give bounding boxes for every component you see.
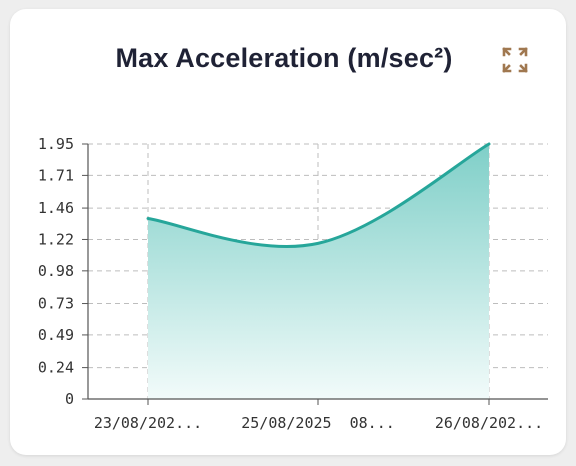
chart-title: Max Acceleration (m/sec²): [115, 43, 453, 73]
y-tick-label: 0.49: [38, 326, 74, 344]
y-tick-label: 0: [65, 390, 74, 408]
y-tick-label: 0.24: [38, 359, 74, 377]
series-line: [146, 142, 491, 248]
expand-icon[interactable]: [498, 43, 532, 77]
y-tick-label: 0.73: [38, 295, 74, 313]
x-axis-ticks: 23/08/202... 25/08/2025 08... 26/08/202...: [94, 399, 543, 432]
y-axis-ticks: 0 0.24 0.49 0.73 0.98 1.22 1.46 1.71 1.95: [38, 135, 88, 408]
y-tick-label: 1.71: [38, 166, 74, 184]
area-fill: [148, 144, 489, 399]
y-tick-label: 1.22: [38, 230, 74, 248]
x-tick-label: 26/08/202...: [435, 414, 543, 432]
y-tick-label: 0.98: [38, 262, 74, 280]
y-tick-label: 1.46: [38, 199, 74, 217]
y-tick-label: 1.95: [38, 135, 74, 153]
x-tick-label: 23/08/202...: [94, 414, 202, 432]
x-tick-label: 25/08/2025 08...: [241, 414, 395, 432]
